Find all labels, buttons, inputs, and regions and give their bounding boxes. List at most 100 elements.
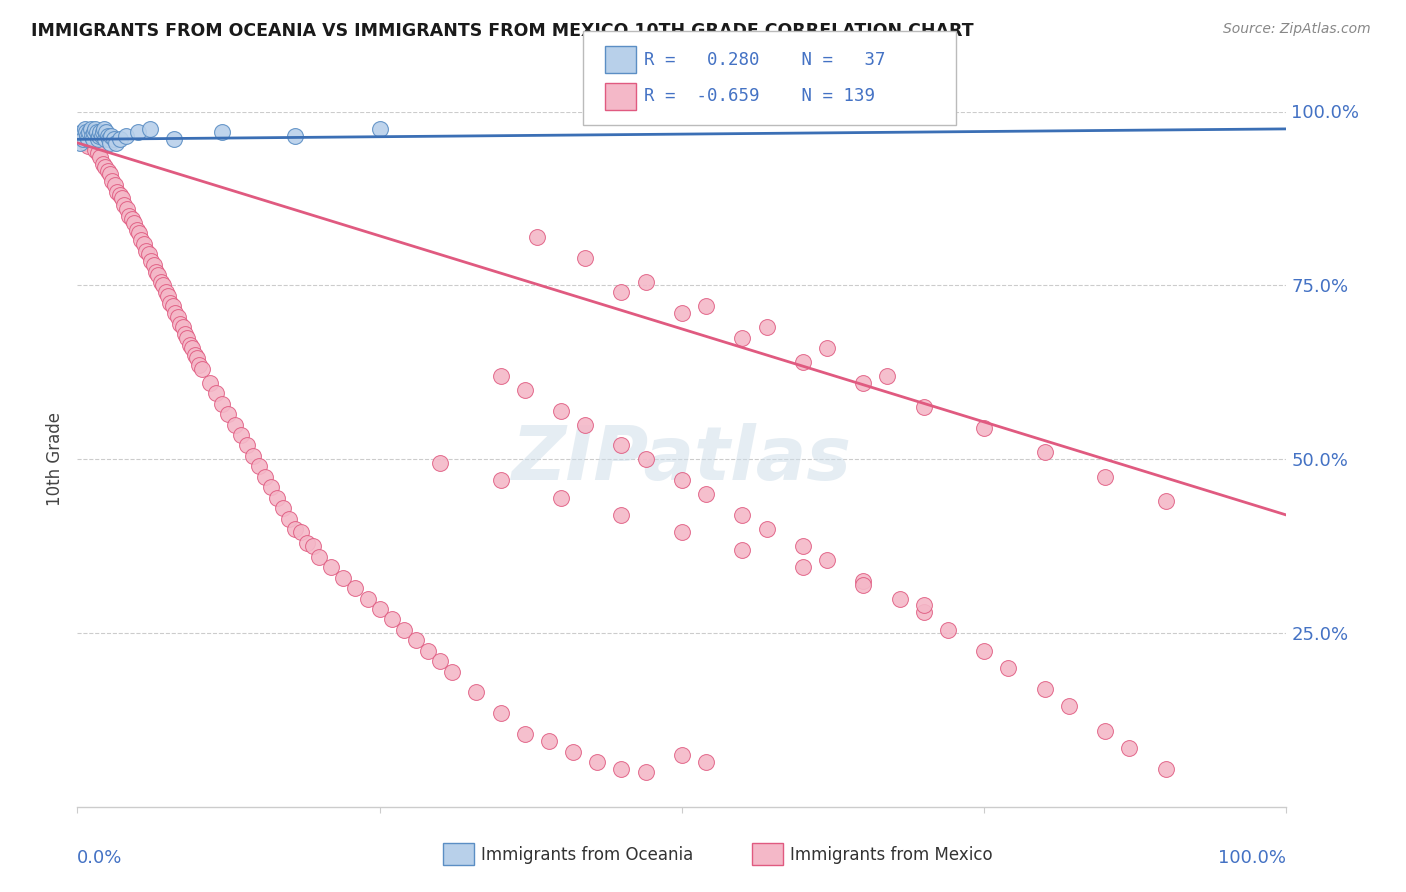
Point (155, 285, 177, 300)
Point (131, 233, 153, 247)
Point (550, 491, 572, 505)
Point (139, 122, 162, 136)
Point (489, 473, 512, 487)
Point (179, 337, 201, 351)
Text: Immigrants from Oceania: Immigrants from Oceania (481, 846, 693, 863)
Point (172, 320, 194, 334)
Point (114, 128, 136, 143)
Text: IMMIGRANTS FROM OCEANIA VS IMMIGRANTS FROM MEXICO 10TH GRADE CORRELATION CHART: IMMIGRANTS FROM OCEANIA VS IMMIGRANTS FR… (31, 22, 973, 40)
Point (96, 163, 118, 178)
Point (121, 212, 143, 227)
Point (381, 612, 404, 626)
Point (489, 706, 512, 721)
Point (176, 330, 198, 344)
Point (731, 508, 754, 522)
Point (118, 209, 141, 223)
Point (936, 623, 959, 637)
Point (235, 438, 257, 452)
Point (489, 368, 512, 383)
Point (79, 122, 101, 136)
Point (266, 491, 288, 505)
Point (89, 125, 111, 139)
Point (69, 136, 91, 150)
Point (183, 348, 205, 362)
Point (188, 359, 211, 373)
Point (416, 644, 439, 658)
Point (115, 202, 138, 216)
Point (98, 167, 121, 181)
Point (852, 574, 875, 589)
Point (139, 254, 162, 268)
Text: 0.0%: 0.0% (77, 849, 122, 867)
Point (562, 745, 585, 759)
Point (405, 633, 427, 648)
Point (792, 560, 814, 574)
Point (79, 132, 101, 146)
Point (610, 762, 633, 776)
Point (82, 136, 104, 150)
Point (111, 192, 134, 206)
Point (1057, 699, 1080, 714)
Point (973, 644, 995, 658)
Point (125, 223, 148, 237)
Point (218, 407, 240, 421)
Point (368, 602, 391, 616)
Point (290, 525, 312, 540)
Point (191, 362, 214, 376)
Point (295, 536, 318, 550)
Text: R =   0.280    N =   37: R = 0.280 N = 37 (644, 51, 886, 69)
Point (163, 132, 186, 146)
Point (174, 327, 197, 342)
Point (166, 310, 188, 324)
Point (91, 125, 114, 139)
Point (94, 132, 117, 146)
Point (247, 459, 270, 474)
Point (162, 299, 184, 313)
Point (186, 351, 208, 366)
Point (108, 132, 131, 146)
Text: Immigrants from Mexico: Immigrants from Mexico (790, 846, 993, 863)
Y-axis label: 10th Grade: 10th Grade (46, 412, 65, 507)
Point (1033, 681, 1056, 696)
Point (128, 227, 150, 241)
Text: Source: ZipAtlas.com: Source: ZipAtlas.com (1223, 22, 1371, 37)
Point (889, 591, 911, 606)
Point (253, 469, 276, 483)
Point (229, 428, 252, 442)
Point (96, 125, 118, 139)
Point (127, 125, 149, 139)
Point (211, 397, 233, 411)
Point (200, 376, 222, 390)
Point (284, 522, 307, 536)
Point (1094, 723, 1116, 738)
Point (169, 317, 191, 331)
Point (574, 417, 596, 432)
Point (79, 125, 101, 139)
Point (997, 661, 1019, 675)
Point (671, 473, 693, 487)
Point (82, 132, 104, 146)
Point (89, 150, 111, 164)
Point (695, 487, 717, 501)
Point (135, 244, 157, 258)
Point (610, 438, 633, 452)
Point (792, 355, 814, 369)
Point (308, 549, 330, 564)
Point (90, 128, 112, 143)
Point (94, 160, 117, 174)
Point (165, 306, 187, 320)
Point (671, 306, 693, 320)
Point (77, 139, 100, 153)
Point (100, 128, 122, 143)
Point (84, 122, 107, 136)
Text: ZIPatlas: ZIPatlas (512, 423, 852, 496)
Point (108, 188, 131, 202)
Point (731, 542, 754, 557)
Point (278, 511, 301, 525)
Point (271, 501, 294, 516)
Point (973, 421, 995, 435)
Point (181, 341, 204, 355)
Point (80, 128, 103, 143)
Point (815, 553, 838, 567)
Point (1154, 762, 1177, 776)
